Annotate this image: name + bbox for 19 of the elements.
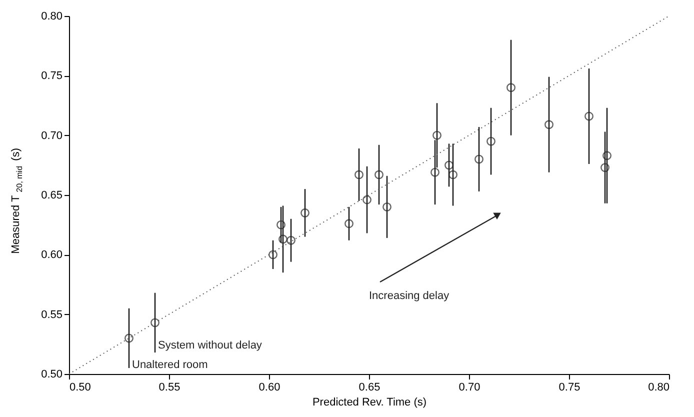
x-axis-title: Predicted Rev. Time (s) (312, 396, 427, 408)
x-tick-label: 0.80 (648, 382, 670, 394)
y-tick-label: 0.65 (41, 190, 62, 202)
x-tick-label: 0.55 (158, 382, 180, 394)
x-tick-label: 0.50 (70, 382, 91, 394)
annotation: Unaltered room (132, 359, 208, 372)
annotation: System without delay (158, 340, 262, 352)
x-tick-label: 0.75 (558, 382, 580, 394)
y-tick-label: 0.60 (41, 249, 62, 262)
y-axis-title: Measured T20, mid (s) (10, 148, 24, 254)
annotation: Increasing delay (369, 290, 450, 302)
x-tick-label: 0.65 (358, 382, 380, 394)
x-tick-label: 0.60 (258, 382, 280, 394)
y-tick-label: 0.80 (41, 10, 62, 22)
y-tick-label: 0.50 (41, 368, 62, 380)
y-tick-label: 0.75 (41, 70, 62, 82)
x-tick-label: 0.70 (458, 382, 480, 394)
y-tick-label: 0.70 (41, 130, 62, 142)
y-tick-label: 0.55 (41, 308, 62, 321)
